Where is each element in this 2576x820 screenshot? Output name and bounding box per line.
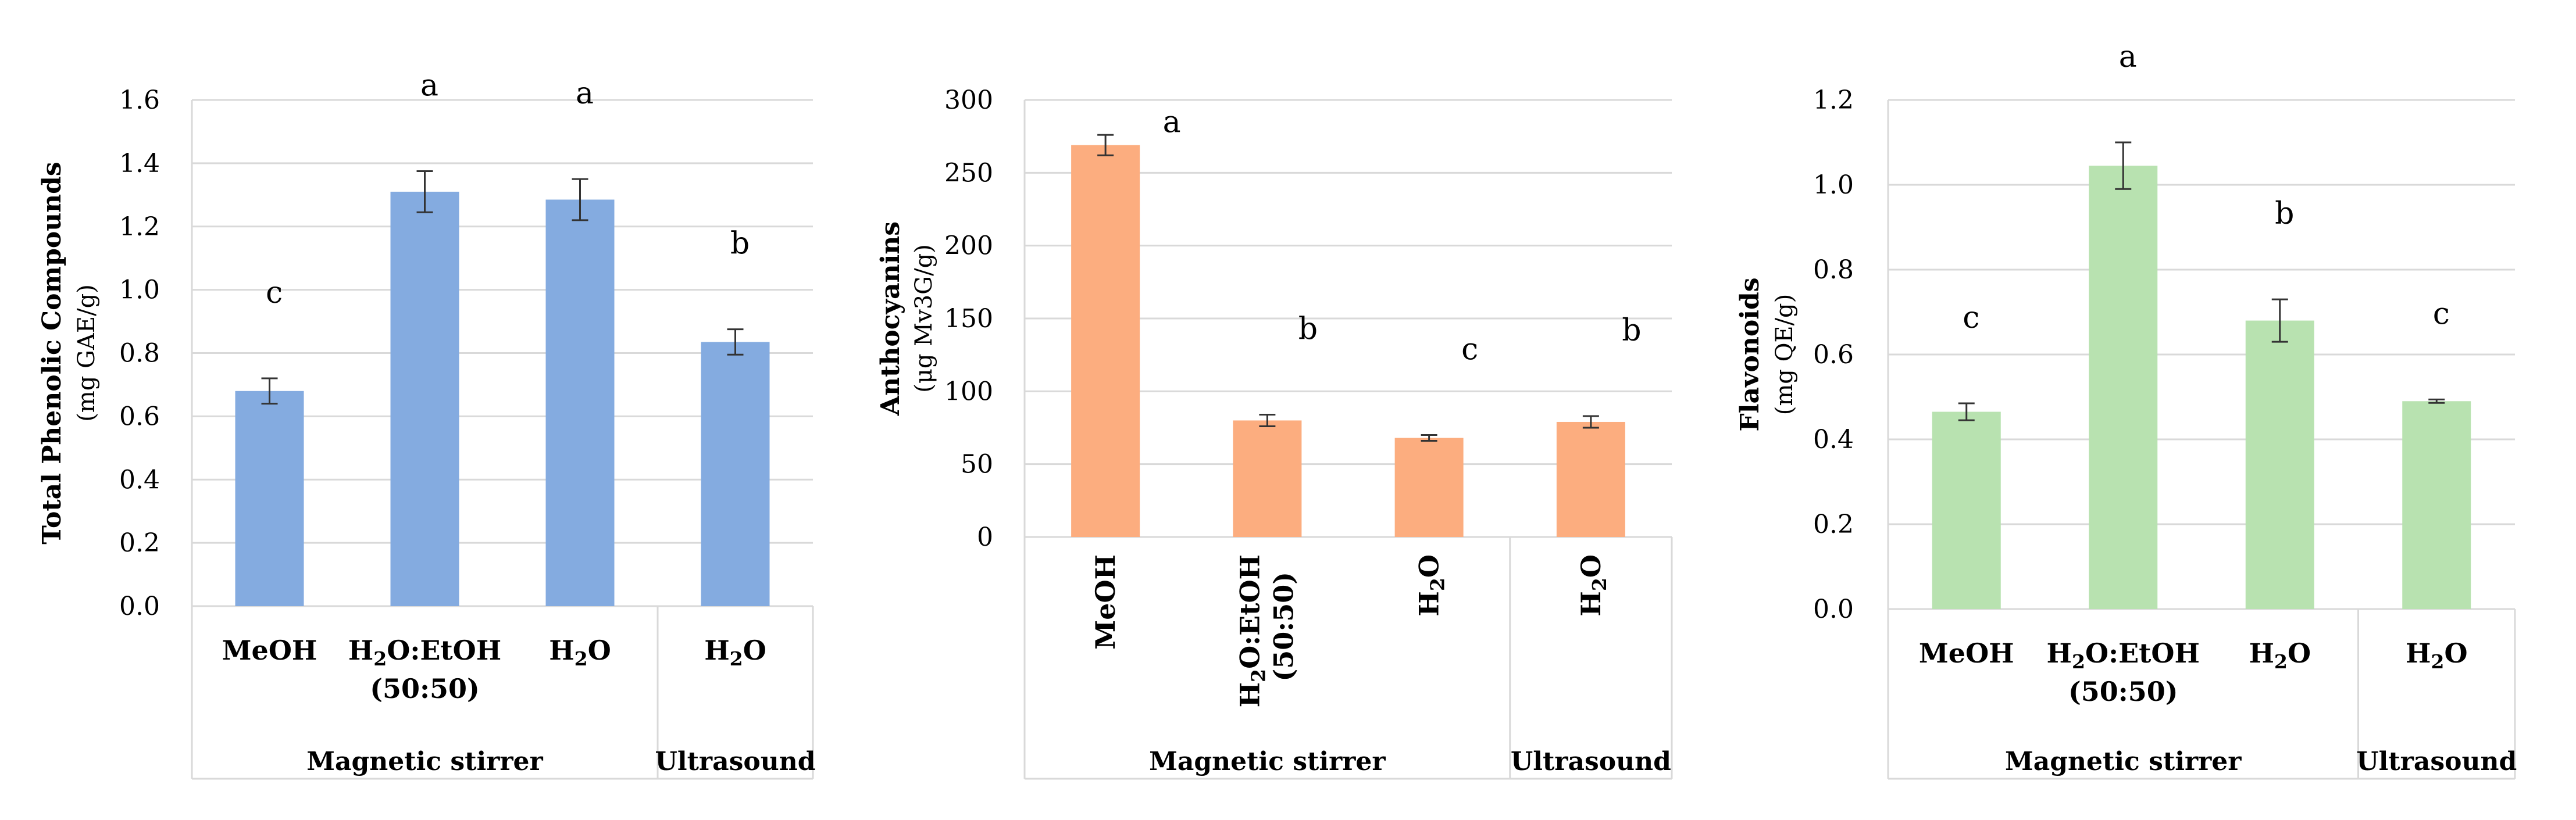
x-category-label: H2O:EtOH <box>348 635 501 670</box>
x-category-label: (50:50) <box>1268 572 1299 682</box>
y-tick-label: 0.8 <box>1813 255 1854 285</box>
x-category-label: H2O:EtOH <box>2047 638 2200 673</box>
x-group-label: Magnetic stirrer <box>2005 747 2242 776</box>
bar <box>2402 401 2471 609</box>
x-category-label: H2O <box>2249 638 2311 673</box>
y-axis-title: Anthocyanins <box>876 221 905 416</box>
bar <box>1071 145 1140 537</box>
x-group-label: Ultrasound <box>1511 747 1671 776</box>
significance-letter: b <box>1622 313 1641 348</box>
x-category-label: MeOH <box>1919 638 2014 669</box>
x-group-label: Ultrasound <box>2356 747 2517 776</box>
y-axis-unit: (mg GAE/g) <box>73 284 100 422</box>
bar <box>235 391 304 606</box>
y-tick-label: 100 <box>944 377 993 406</box>
significance-letter: a <box>2119 40 2137 74</box>
bar <box>1932 411 2001 609</box>
y-tick-label: 250 <box>944 158 993 188</box>
y-tick-label: 1.4 <box>119 149 160 178</box>
y-tick-label: 50 <box>961 450 993 479</box>
x-group-label: Magnetic stirrer <box>1149 747 1386 776</box>
significance-letter: b <box>2275 196 2294 231</box>
chart-panel-1: 0.0 0.2 0.4 0.6 0.8 1.0 1.2 1.4 1.6 c MeOH a H2O:EtO… <box>37 68 816 780</box>
x-category-label: H2O <box>1414 554 1449 617</box>
y-tick-label: 1.2 <box>1813 85 1854 115</box>
x-category-label: MeOH <box>222 635 317 666</box>
y-tick-label: 1.0 <box>119 275 160 305</box>
significance-letter: a <box>420 68 438 103</box>
x-category-label: H2O <box>2406 638 2468 673</box>
x-group-label: Ultrasound <box>655 747 816 776</box>
y-tick-label: 0.6 <box>119 402 160 431</box>
y-tick-label: 150 <box>944 304 993 334</box>
significance-letter: c <box>2433 296 2450 331</box>
bar <box>390 191 459 606</box>
chart-panel-3: 0.0 0.2 0.4 0.6 0.8 1.0 1.2 c MeOH a H2O:EtOH(50:5… <box>1735 40 2517 780</box>
significance-letter: c <box>1963 300 1979 335</box>
y-tick-label: 300 <box>944 85 993 115</box>
significance-letter: c <box>1461 332 1478 367</box>
y-tick-label: 0.6 <box>1813 340 1854 370</box>
y-tick-label: 0.4 <box>119 465 160 495</box>
y-axis-unit: (μg Mv3G/g) <box>911 244 937 393</box>
y-tick-label: 1.6 <box>119 85 160 115</box>
significance-letter: a <box>1163 105 1181 140</box>
x-category-label: H2O <box>1575 554 1611 617</box>
y-axis-title: Flavonoids <box>1735 278 1765 432</box>
bar <box>545 199 615 606</box>
bar <box>2089 166 2158 609</box>
x-category-label: (50:50) <box>2068 676 2178 707</box>
bar <box>701 342 770 606</box>
y-axis-title: Total Phenolic Compounds <box>37 162 67 544</box>
y-tick-label: 0.2 <box>1813 510 1854 539</box>
y-tick-label: 0.8 <box>119 339 160 368</box>
y-tick-label: 0.0 <box>1813 595 1854 624</box>
x-group-label: Magnetic stirrer <box>306 747 543 776</box>
bar <box>2245 320 2314 609</box>
significance-letter: b <box>1298 311 1318 346</box>
y-tick-label: 0.0 <box>119 592 160 621</box>
y-tick-label: 1.0 <box>1813 170 1854 200</box>
x-category-label: H2O <box>549 635 611 670</box>
y-tick-label: 1.2 <box>119 212 160 242</box>
y-tick-label: 0.4 <box>1813 425 1854 454</box>
x-category-label: MeOH <box>1090 554 1121 650</box>
significance-letter: b <box>730 227 750 262</box>
y-axis-unit: (mg QE/g) <box>1771 294 1798 416</box>
y-tick-label: 0.2 <box>119 528 160 558</box>
bar <box>1233 420 1302 537</box>
x-category-label: H2O <box>704 635 766 670</box>
x-category-label: H2O:EtOH <box>1234 554 1269 707</box>
bar <box>1556 421 1625 537</box>
bar <box>1394 438 1464 537</box>
y-tick-label: 200 <box>944 231 993 261</box>
x-category-label: (50:50) <box>370 673 480 704</box>
significance-letter: c <box>266 275 283 310</box>
significance-letter: a <box>576 76 594 111</box>
y-tick-label: 0 <box>977 522 993 552</box>
chart-panel-2: 0 50 100 150 200 250 300 a MeOH b H2O:EtOH (50:50) c… <box>876 85 1673 780</box>
